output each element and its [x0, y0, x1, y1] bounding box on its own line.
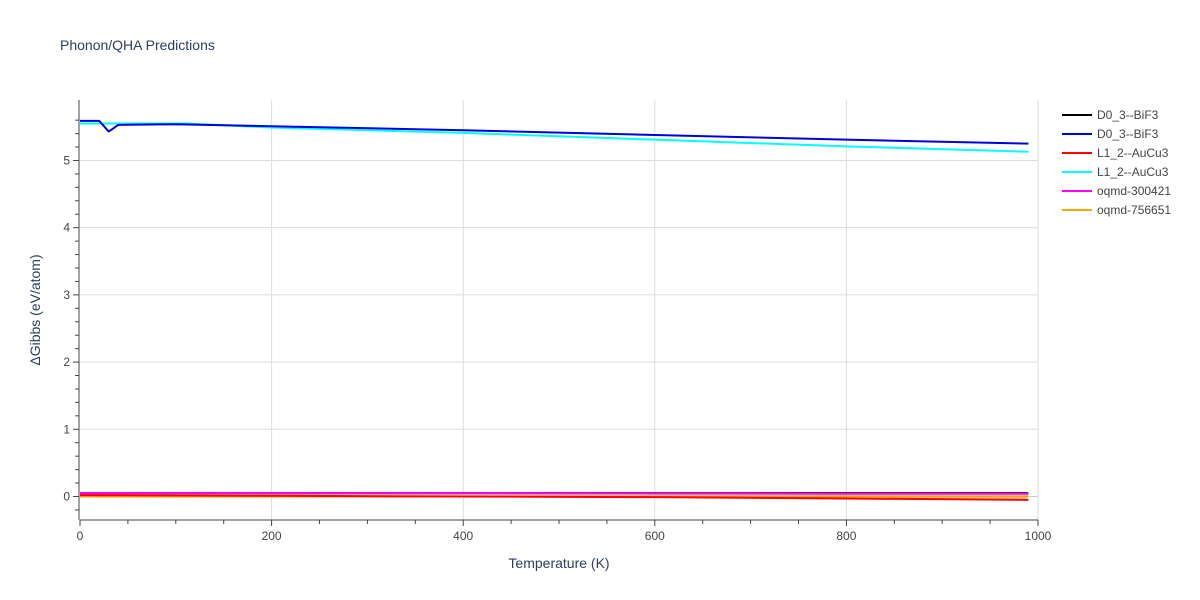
legend-label: oqmd-756651 [1097, 203, 1171, 217]
series-line-l1-2-aucu3 [79, 494, 1029, 501]
legend-item[interactable]: D0_3--BiF3 [1062, 127, 1159, 141]
y-tick-label: 5 [63, 153, 70, 167]
series-layer [79, 119, 1029, 501]
y-tick-label: 3 [63, 288, 70, 302]
legend-item[interactable]: oqmd-300421 [1062, 184, 1171, 198]
x-tick-label: 0 [77, 529, 84, 543]
x-tick-label: 800 [836, 529, 856, 543]
y-tick-label: 1 [63, 422, 70, 436]
chart-title: Phonon/QHA Predictions [60, 37, 215, 53]
x-tick-label: 600 [645, 529, 665, 543]
legend[interactable]: D0_3--BiF3 D0_3--BiF3 L1_2--AuCu3 L1_2--AuC… [1062, 108, 1171, 217]
series-line-oqmd-300421 [80, 492, 1029, 495]
x-tick-label: 200 [262, 529, 282, 543]
legend-label: oqmd-300421 [1097, 184, 1171, 198]
legend-item[interactable]: L1_2--AuCu3 [1062, 146, 1169, 160]
x-axis-title: Temperature (K) [508, 555, 609, 571]
x-tick-label: 400 [453, 529, 473, 543]
legend-label: L1_2--AuCu3 [1097, 165, 1169, 179]
legend-item[interactable]: D0_3--BiF3 [1062, 108, 1159, 122]
grid-lines [80, 100, 1039, 520]
y-axis-title: ΔGibbs (eV/atom) [27, 254, 43, 365]
legend-label: L1_2--AuCu3 [1097, 146, 1169, 160]
legend-item[interactable]: oqmd-756651 [1062, 203, 1171, 217]
y-tick-label: 0 [63, 489, 70, 503]
y-tick-label: 2 [63, 355, 70, 369]
legend-label: D0_3--BiF3 [1097, 108, 1159, 122]
legend-label: D0_3--BiF3 [1097, 127, 1159, 141]
series-line-d0-3-bif3 [80, 119, 1029, 145]
axes: 0 200 400 600 800 1000 0 1 2 3 4 5 [63, 100, 1052, 543]
x-tick-label: 1000 [1025, 529, 1052, 543]
legend-item[interactable]: L1_2--AuCu3 [1062, 165, 1169, 179]
series-line-l1-2-aucu3 [80, 122, 1029, 153]
y-tick-label: 4 [63, 221, 70, 235]
